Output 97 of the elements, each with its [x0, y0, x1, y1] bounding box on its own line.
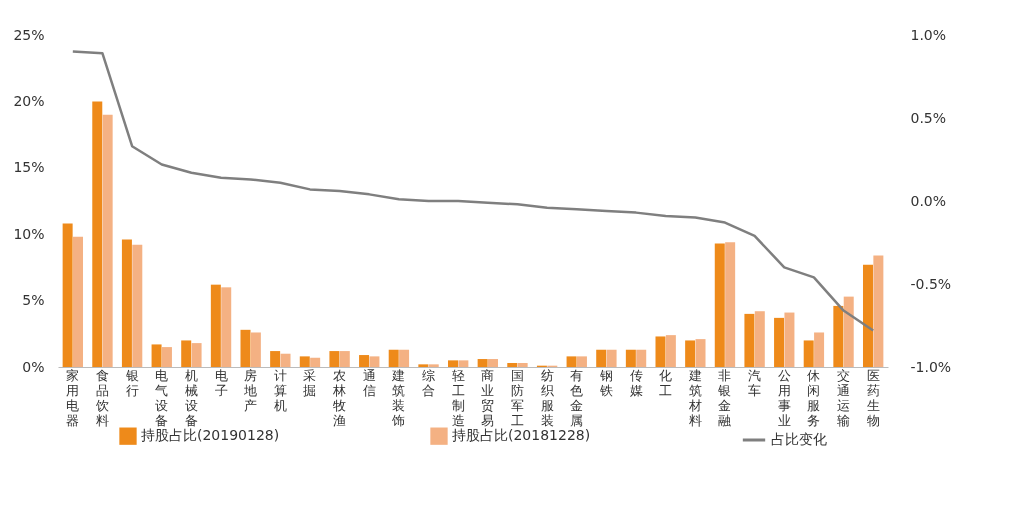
- y-tick-label: 20%: [13, 92, 45, 109]
- bar: [774, 317, 785, 367]
- x-tick-label: 房地产: [243, 367, 258, 413]
- bar: [625, 349, 636, 367]
- bar: [250, 332, 261, 367]
- bar: [695, 339, 706, 367]
- x-tick-label: 有色金属: [570, 367, 584, 428]
- x-tick-label: 轻工制造: [451, 367, 465, 428]
- line-series: [71, 50, 875, 332]
- bar: [151, 344, 162, 367]
- bar: [665, 335, 676, 367]
- x-tick-label: 休闲服务: [807, 367, 821, 428]
- x-tick-label: 家用电器: [66, 367, 80, 428]
- x-tick-label: 传媒: [629, 367, 643, 398]
- bar: [181, 340, 192, 367]
- bar: [299, 356, 310, 367]
- bar: [447, 360, 458, 367]
- y-tick-label: 25%: [13, 26, 45, 43]
- bar: [102, 114, 113, 367]
- y-tick-label: 15%: [13, 159, 45, 176]
- bar: [458, 360, 469, 367]
- x-tick-label: 食品饮料: [94, 367, 109, 428]
- x-tick-label: 医药生物: [866, 367, 880, 428]
- x-tick-label: 通信: [362, 367, 376, 398]
- bar: [191, 343, 202, 367]
- bar: [280, 353, 291, 367]
- bar: [814, 332, 825, 367]
- bar: [310, 357, 321, 367]
- y-tick-label: 0%: [22, 358, 45, 375]
- bar: [339, 351, 350, 367]
- x-tick-label: 非银金融: [717, 367, 732, 428]
- y2-tick-label: 1.0%: [910, 26, 947, 43]
- y2-tick-label: -0.5%: [910, 275, 952, 292]
- bar: [833, 305, 844, 367]
- bar: [132, 244, 143, 367]
- x-tick-label: 建筑装饰: [391, 367, 406, 428]
- bar: [685, 340, 696, 367]
- x-tick-label: 银行: [124, 367, 139, 398]
- bar: [329, 351, 340, 367]
- bar: [606, 349, 617, 367]
- bar: [803, 340, 814, 367]
- bar: [121, 239, 132, 367]
- bar: [221, 287, 232, 367]
- y2-tick-label: 0.0%: [910, 192, 947, 209]
- x-tick-label: 化工: [659, 367, 673, 398]
- x-tick-label: 钢铁: [598, 367, 613, 398]
- bar: [784, 312, 795, 367]
- bar: [62, 223, 73, 367]
- bar: [210, 284, 221, 367]
- bar: [566, 356, 577, 367]
- bar: [477, 359, 488, 367]
- x-tick-label: 国防军工: [510, 367, 524, 428]
- y2-tick-label: -1.0%: [910, 358, 952, 375]
- x-tick-label: 公用事业: [777, 367, 791, 428]
- x-tick-label: 采掘: [303, 367, 317, 398]
- bar: [843, 296, 854, 367]
- bar: [369, 356, 380, 367]
- bar: [399, 349, 410, 367]
- x-tick-label: 建筑材料: [687, 367, 702, 428]
- bar: [92, 101, 103, 367]
- legend-label: 持股占比(20181228): [452, 427, 591, 444]
- bar: [161, 347, 172, 367]
- bar: [636, 349, 647, 367]
- bar: [655, 336, 666, 367]
- bar: [754, 311, 765, 367]
- bar: [240, 329, 251, 367]
- x-tick-label: 汽车: [748, 367, 762, 398]
- bar: [418, 364, 429, 367]
- legend-label: 持股占比(20190128): [141, 427, 280, 444]
- y-tick-label: 5%: [22, 292, 45, 309]
- bar: [576, 356, 587, 367]
- bar: [873, 255, 884, 367]
- y-tick-label: 10%: [13, 225, 45, 242]
- x-tick-label: 机械设备: [184, 367, 198, 428]
- x-tick-label: 农林牧渔: [332, 367, 347, 428]
- bar: [488, 359, 499, 367]
- x-tick-label: 电子: [214, 367, 228, 398]
- x-tick-label: 纺织服装: [540, 367, 554, 428]
- bar: [862, 264, 873, 367]
- bar: [596, 349, 607, 367]
- x-tick-label: 交通运输: [837, 367, 851, 428]
- bar: [714, 243, 725, 367]
- bar: [517, 363, 528, 367]
- bar: [507, 363, 518, 367]
- bar: [725, 242, 736, 367]
- bar: [428, 364, 439, 367]
- x-tick-label: 电气设备: [155, 367, 169, 428]
- x-tick-label: 商业贸易: [481, 367, 495, 428]
- bar: [359, 355, 370, 367]
- y2-tick-label: 0.5%: [910, 109, 947, 126]
- legend-label: 占比变化: [771, 431, 827, 447]
- bar: [744, 313, 755, 367]
- bar: [270, 351, 281, 367]
- bar: [388, 349, 399, 367]
- x-tick-label: 综合: [422, 367, 436, 398]
- x-tick-label: 计算机: [273, 367, 287, 413]
- bar: [73, 236, 84, 367]
